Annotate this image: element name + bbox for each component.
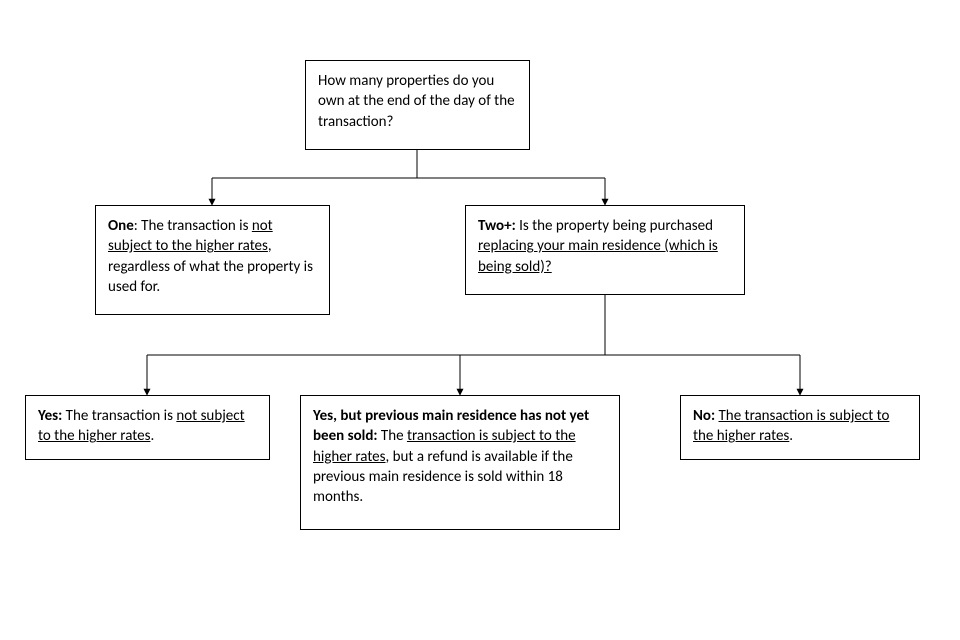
node-twoplus-underlined: replacing your main residence (which is … bbox=[478, 237, 718, 275]
node-twoplus: Two+: Is the property being purchased re… bbox=[465, 205, 745, 295]
node-twoplus-lead: Two+: bbox=[478, 217, 516, 235]
node-no: No: The transaction is subject to the hi… bbox=[680, 395, 920, 460]
node-root-text: How many properties do you own at the en… bbox=[318, 72, 515, 131]
node-no-tail: . bbox=[789, 427, 793, 445]
node-one: One: The transaction is not subject to t… bbox=[95, 205, 330, 315]
node-one-after: : The transaction is bbox=[134, 217, 252, 235]
node-yes: Yes: The transaction is not subject to t… bbox=[25, 395, 270, 460]
node-yes-lead: Yes: bbox=[38, 407, 62, 425]
node-yesbut: Yes, but previous main residence has not… bbox=[300, 395, 620, 530]
node-yes-after: The transaction is bbox=[62, 407, 176, 425]
node-root: How many properties do you own at the en… bbox=[305, 60, 530, 150]
node-yes-tail: . bbox=[150, 427, 154, 445]
node-yesbut-after: The bbox=[378, 427, 407, 445]
node-one-lead: One bbox=[108, 217, 134, 235]
node-no-lead: No: bbox=[693, 407, 715, 425]
node-twoplus-after: Is the property being purchased bbox=[516, 217, 713, 235]
